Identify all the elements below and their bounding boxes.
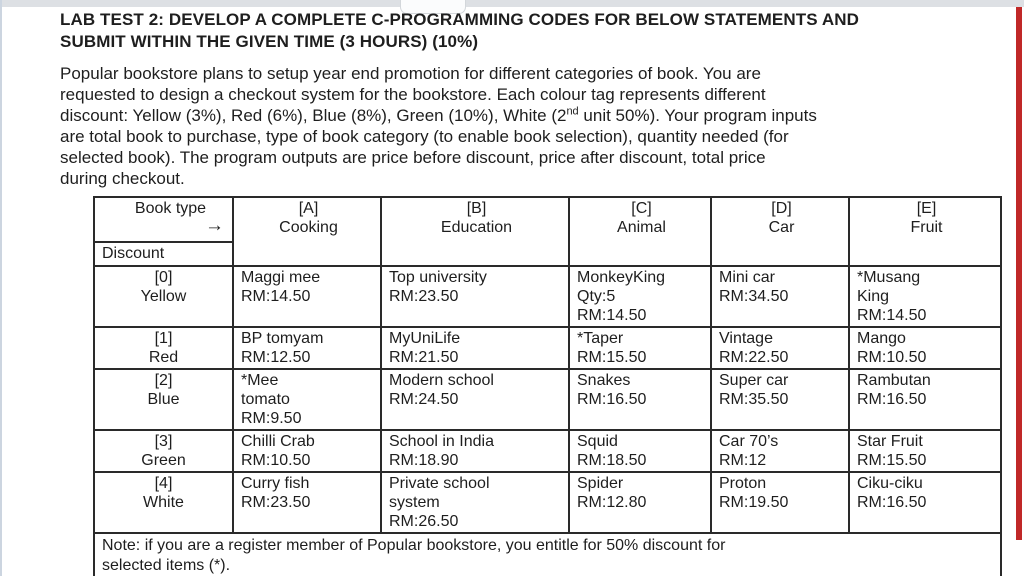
cell-white-car: Proton RM:19.50 bbox=[710, 471, 850, 534]
right-arrow-icon: → bbox=[205, 215, 224, 236]
column-header-education: [B] Education bbox=[380, 196, 570, 267]
table-row-blue: [2] Blue *Mee tomato RM:9.50 Modern scho… bbox=[93, 368, 1002, 431]
cell-green-animal: Squid RM:18.50 bbox=[568, 429, 712, 473]
booktype-label: Book type bbox=[134, 200, 207, 217]
intro-line: requested to design a checkout system fo… bbox=[60, 85, 766, 104]
discount-label: Discount bbox=[102, 245, 165, 262]
cell-yellow-cooking: Maggi mee RM:14.50 bbox=[232, 265, 382, 328]
cell-green-car: Car 70’s RM:12 bbox=[710, 429, 850, 473]
cell-yellow-car: Mini car RM:34.50 bbox=[710, 265, 850, 328]
page-title-line1: LAB TEST 2: DEVELOP A COMPLETE C-PROGRAM… bbox=[60, 10, 859, 29]
table-row-red: [1] Red BP tomyam RM:12.50 MyUniLife RM:… bbox=[93, 326, 1002, 370]
corner-header-cell: Book type → Discount bbox=[93, 196, 234, 267]
cell-green-fruit: Star Fruit RM:15.50 bbox=[848, 429, 1002, 473]
table-row-white: [4] White Curry fish RM:23.50 Private sc… bbox=[93, 471, 1002, 534]
intro-line3-superscript: nd bbox=[566, 105, 579, 118]
top-white-notch bbox=[400, 0, 466, 14]
cell-blue-education: Modern school RM:24.50 bbox=[380, 368, 570, 431]
cell-green-education: School in India RM:18.90 bbox=[380, 429, 570, 473]
cell-white-animal: Spider RM:12.80 bbox=[568, 471, 712, 534]
intro-line: discount: Yellow (3%), Red (6%), Blue (8… bbox=[60, 105, 1020, 126]
table-header-row: Book type → Discount [A] Cooking [B] Edu… bbox=[93, 196, 1002, 267]
table-row-green: [3] Green Chilli Crab RM:10.50 School in… bbox=[93, 429, 1002, 473]
discount-row-label: [2] Blue bbox=[93, 368, 234, 431]
intro-line: are total book to purchase, type of book… bbox=[60, 127, 789, 146]
cell-yellow-education: Top university RM:23.50 bbox=[380, 265, 570, 328]
cell-red-cooking: BP tomyam RM:12.50 bbox=[232, 326, 382, 370]
cell-yellow-fruit: *Musang King RM:14.50 bbox=[848, 265, 1002, 328]
cell-white-education: Private school system RM:26.50 bbox=[380, 471, 570, 534]
right-red-edge-bar bbox=[1016, 7, 1022, 540]
intro-line: selected book). The program outputs are … bbox=[60, 148, 766, 167]
discount-row-label: [0] Yellow bbox=[93, 265, 234, 328]
cell-red-car: Vintage RM:22.50 bbox=[710, 326, 850, 370]
corner-booktype-area: Book type → bbox=[95, 198, 232, 243]
intro-paragraph: Popular bookstore plans to setup year en… bbox=[60, 63, 1020, 189]
intro-line: during checkout. bbox=[60, 169, 185, 188]
cell-green-cooking: Chilli Crab RM:10.50 bbox=[232, 429, 382, 473]
column-header-cooking: [A] Cooking bbox=[232, 196, 382, 267]
cell-blue-car: Super car RM:35.50 bbox=[710, 368, 850, 431]
page-title: LAB TEST 2: DEVELOP A COMPLETE C-PROGRAM… bbox=[60, 9, 990, 53]
intro-line3-pre: discount: Yellow (3%), Red (6%), Blue (8… bbox=[60, 106, 567, 125]
column-header-car: [D] Car bbox=[710, 196, 850, 267]
intro-line: Popular bookstore plans to setup year en… bbox=[60, 64, 761, 83]
left-edge-line bbox=[0, 0, 2, 576]
table-note-row: Note: if you are a register member of Po… bbox=[93, 532, 1002, 576]
cell-red-education: MyUniLife RM:21.50 bbox=[380, 326, 570, 370]
cell-red-fruit: Mango RM:10.50 bbox=[848, 326, 1002, 370]
cell-blue-animal: Snakes RM:16.50 bbox=[568, 368, 712, 431]
table-row-yellow: [0] Yellow Maggi mee RM:14.50 Top univer… bbox=[93, 265, 1002, 328]
cell-blue-fruit: Rambutan RM:16.50 bbox=[848, 368, 1002, 431]
intro-line3-post: unit 50%). Your program inputs bbox=[578, 106, 817, 125]
cell-red-animal: *Taper RM:15.50 bbox=[568, 326, 712, 370]
page-title-line2: SUBMIT WITHIN THE GIVEN TIME (3 HOURS) (… bbox=[60, 32, 479, 51]
column-header-fruit: [E] Fruit bbox=[848, 196, 1002, 267]
book-pricing-table: Book type → Discount [A] Cooking [B] Edu… bbox=[93, 196, 1002, 576]
cell-white-fruit: Ciku-ciku RM:16.50 bbox=[848, 471, 1002, 534]
discount-row-label: [1] Red bbox=[93, 326, 234, 370]
discount-row-label: [4] White bbox=[93, 471, 234, 534]
cell-yellow-animal: MonkeyKing Qty:5 RM:14.50 bbox=[568, 265, 712, 328]
cell-white-cooking: Curry fish RM:23.50 bbox=[232, 471, 382, 534]
discount-row-label: [3] Green bbox=[93, 429, 234, 473]
cell-blue-cooking: *Mee tomato RM:9.50 bbox=[232, 368, 382, 431]
column-header-animal: [C] Animal bbox=[568, 196, 712, 267]
membership-note: Note: if you are a register member of Po… bbox=[93, 532, 1002, 576]
top-gray-strip bbox=[0, 0, 1024, 7]
